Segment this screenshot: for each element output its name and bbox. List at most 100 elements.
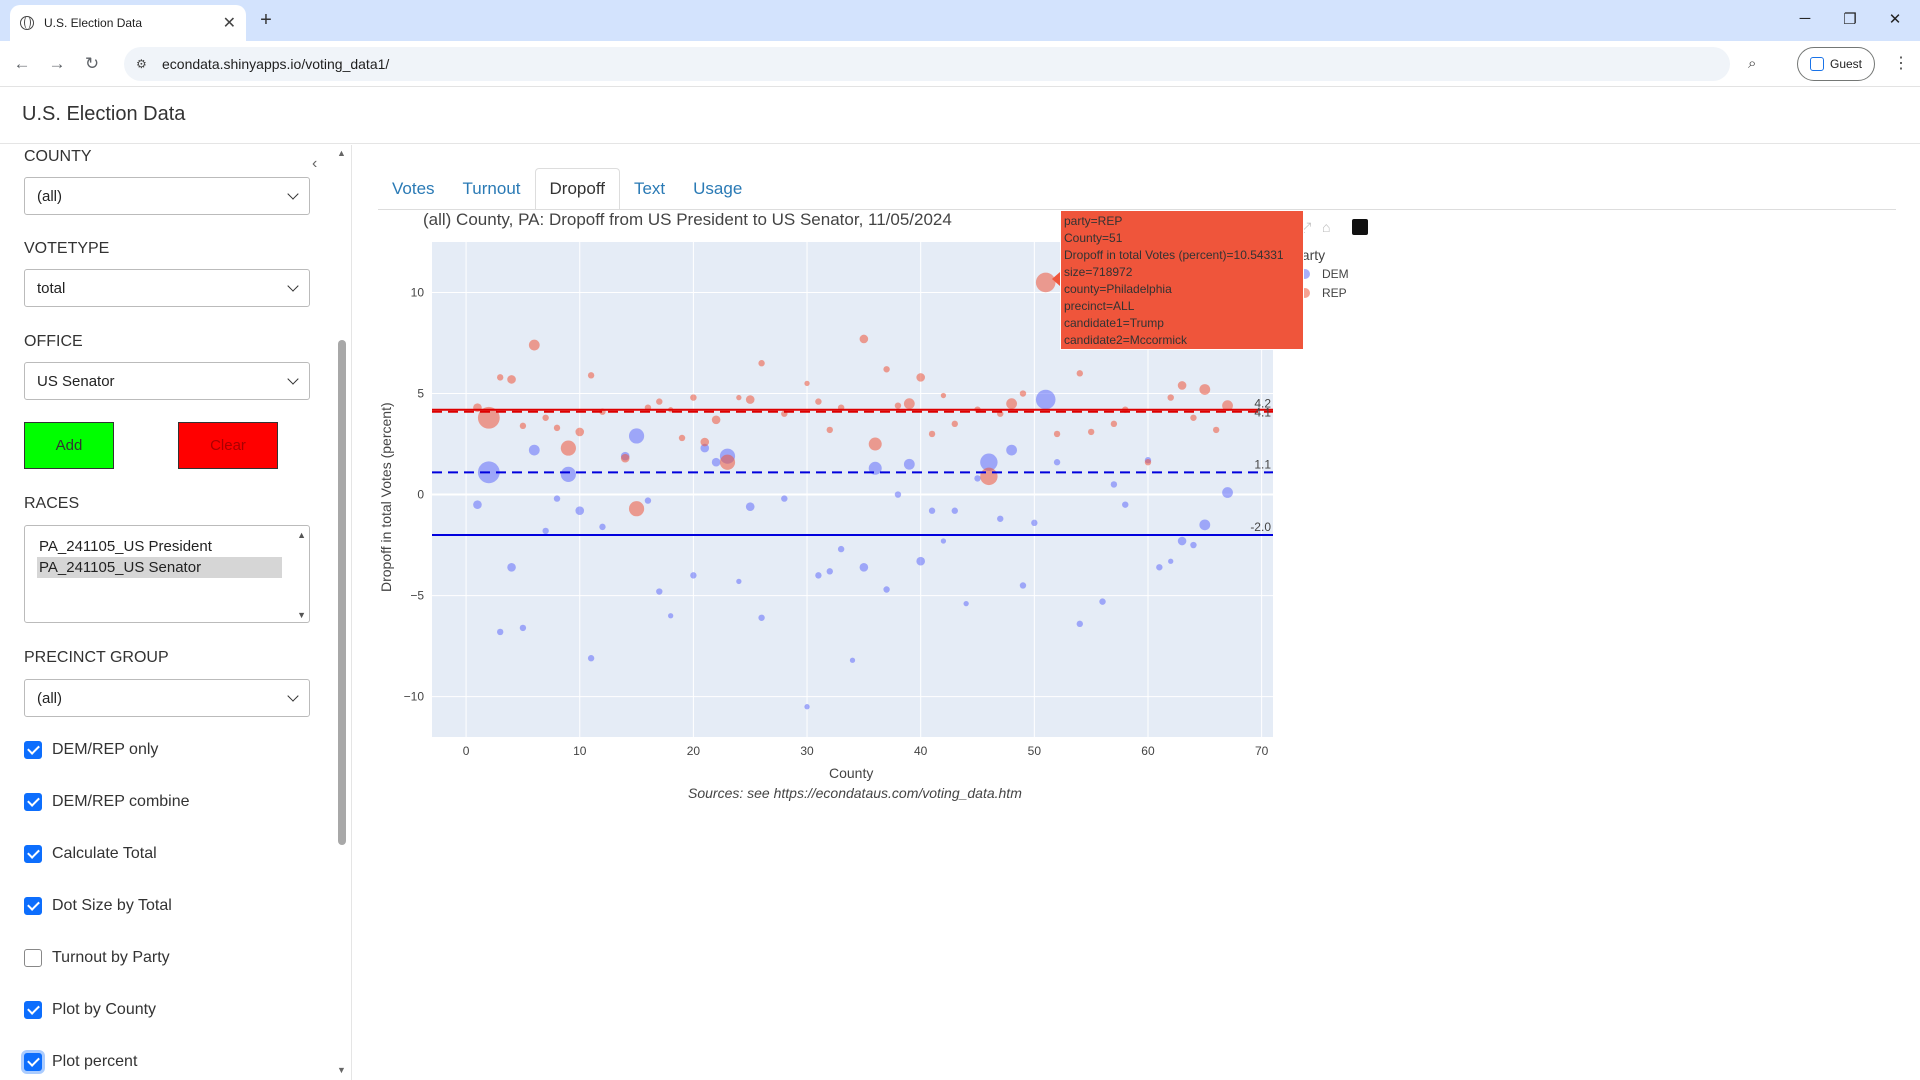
address-bar[interactable]: ⚙ econdata.shinyapps.io/voting_data1/ [124, 47, 1730, 81]
checkbox-box[interactable] [24, 1001, 42, 1019]
restore-icon[interactable]: ❐ [1843, 11, 1857, 28]
minimize-icon[interactable]: ─ [1799, 10, 1811, 27]
data-point-dem [1006, 444, 1018, 456]
checkbox-box[interactable] [24, 949, 42, 967]
new-tab-button[interactable]: + [260, 9, 272, 31]
checkbox-label: Turnout by Party [52, 949, 170, 966]
scroll-up-icon[interactable]: ▲ [337, 148, 346, 158]
data-point-rep [736, 394, 742, 401]
plot-percent-checkbox[interactable]: Plot percent [24, 1053, 137, 1071]
data-point-rep [1144, 459, 1152, 466]
precinct-group-select[interactable]: (all) [24, 679, 310, 717]
checkbox-label: DEM/REP combine [52, 793, 190, 810]
race-option[interactable]: PA_241105_US President [39, 538, 212, 555]
data-point-dem [575, 506, 585, 516]
checkbox-label: Plot percent [52, 1053, 138, 1070]
data-point-dem [815, 572, 822, 579]
turnout-by-party-checkbox[interactable]: Turnout by Party [24, 949, 170, 967]
sidebar-scroll-thumb[interactable] [338, 340, 346, 845]
clear-button[interactable]: Clear [178, 422, 278, 469]
data-point-dem [903, 458, 915, 470]
checkbox-box[interactable] [24, 897, 42, 915]
home-icon[interactable]: ⌂ [1322, 219, 1331, 235]
data-point-dem [519, 624, 527, 632]
checkbox-box[interactable] [24, 793, 42, 811]
data-point-dem [940, 538, 947, 544]
x-tick-label: 50 [1028, 744, 1042, 758]
menu-icon[interactable]: ⋮ [1893, 55, 1909, 72]
scroll-down-icon[interactable]: ▼ [337, 1065, 346, 1075]
browser-tab[interactable]: U.S. Election Data ✕ [10, 5, 246, 41]
data-point-rep [980, 467, 998, 486]
data-point-dem [1190, 541, 1197, 549]
autoscale-icon[interactable]: ⤢ [1300, 219, 1312, 235]
data-point-dem [980, 453, 998, 471]
races-label: RACES [24, 495, 80, 512]
tab-text[interactable]: Text [633, 179, 666, 198]
chevron-down-icon [287, 690, 299, 702]
precinct-group-select-value: (all) [37, 689, 62, 707]
chevron-down-icon [287, 373, 299, 385]
legend-item-dem[interactable]: DEM [1300, 267, 1349, 281]
tab-usage[interactable]: Usage [693, 179, 743, 198]
calculate-total-checkbox[interactable]: Calculate Total [24, 845, 157, 863]
app-title: U.S. Election Data [22, 103, 186, 125]
close-window-icon[interactable]: ✕ [1888, 11, 1902, 28]
data-point-rep [903, 398, 915, 410]
tab-votes[interactable]: Votes [392, 179, 435, 198]
tab-dropoff[interactable]: Dropoff [534, 168, 620, 210]
data-point-rep [1087, 428, 1095, 436]
votetype-label: VOTETYPE [24, 240, 110, 257]
data-point-rep [1177, 381, 1187, 390]
plot-by-county-checkbox[interactable]: Plot by County [24, 1001, 156, 1019]
profile-button[interactable]: Guest [1797, 47, 1875, 81]
checkbox-box[interactable] [24, 845, 42, 863]
scroll-up-icon[interactable]: ▲ [297, 530, 306, 540]
data-point-rep [1212, 426, 1220, 434]
legend-label-rep: REP [1322, 286, 1347, 300]
race-option[interactable]: PA_241105_US Senator [37, 557, 282, 578]
data-point-dem [668, 613, 674, 619]
plotly-logo-icon[interactable] [1352, 219, 1368, 235]
data-point-dem [1099, 598, 1106, 605]
data-point-rep [815, 398, 822, 405]
county-label: COUNTY [24, 148, 92, 165]
add-button[interactable]: Add [24, 422, 114, 469]
data-point-rep [620, 453, 630, 463]
data-point-rep [928, 430, 936, 438]
data-point-dem [758, 614, 765, 621]
back-icon[interactable]: ← [13, 54, 31, 73]
data-point-rep [560, 440, 576, 456]
data-point-rep [1006, 398, 1018, 410]
data-point-rep [542, 414, 549, 421]
data-point-dem [690, 572, 697, 579]
close-tab-icon[interactable]: ✕ [222, 15, 236, 32]
data-point-rep [519, 422, 527, 430]
chevron-down-icon [287, 280, 299, 292]
county-select[interactable]: (all) [24, 177, 310, 215]
checkbox-box[interactable] [24, 741, 42, 759]
checkbox-box[interactable] [24, 1053, 42, 1071]
x-tick-label: 30 [800, 744, 814, 758]
scroll-down-icon[interactable]: ▼ [297, 610, 306, 620]
dem-rep-combine-checkbox[interactable]: DEM/REP combine [24, 793, 190, 811]
globe-icon [20, 16, 34, 30]
dem-rep-only-checkbox[interactable]: DEM/REP only [24, 741, 158, 759]
data-point-rep [868, 437, 882, 451]
data-point-dem [745, 502, 755, 511]
data-point-dem [1019, 582, 1027, 589]
y-axis-label: Dropoff in total Votes (percent) [378, 402, 394, 592]
data-point-rep [1167, 394, 1174, 401]
tab-turnout[interactable]: Turnout [462, 179, 521, 198]
data-point-dem [599, 523, 606, 531]
legend-item-rep[interactable]: REP [1300, 286, 1347, 300]
collapse-sidebar-icon[interactable]: ‹ [312, 155, 318, 172]
office-select[interactable]: US Senator [24, 362, 310, 400]
reload-icon[interactable]: ↻ [84, 54, 100, 73]
search-tab-icon[interactable]: ⌕ [1748, 55, 1757, 72]
site-info-icon[interactable]: ⚙ [136, 57, 147, 71]
dot-size-by-total-checkbox[interactable]: Dot Size by Total [24, 897, 172, 915]
forward-icon[interactable]: → [48, 54, 66, 73]
votetype-select[interactable]: total [24, 269, 310, 307]
races-listbox[interactable]: PA_241105_US President PA_241105_US Sena… [24, 525, 310, 623]
